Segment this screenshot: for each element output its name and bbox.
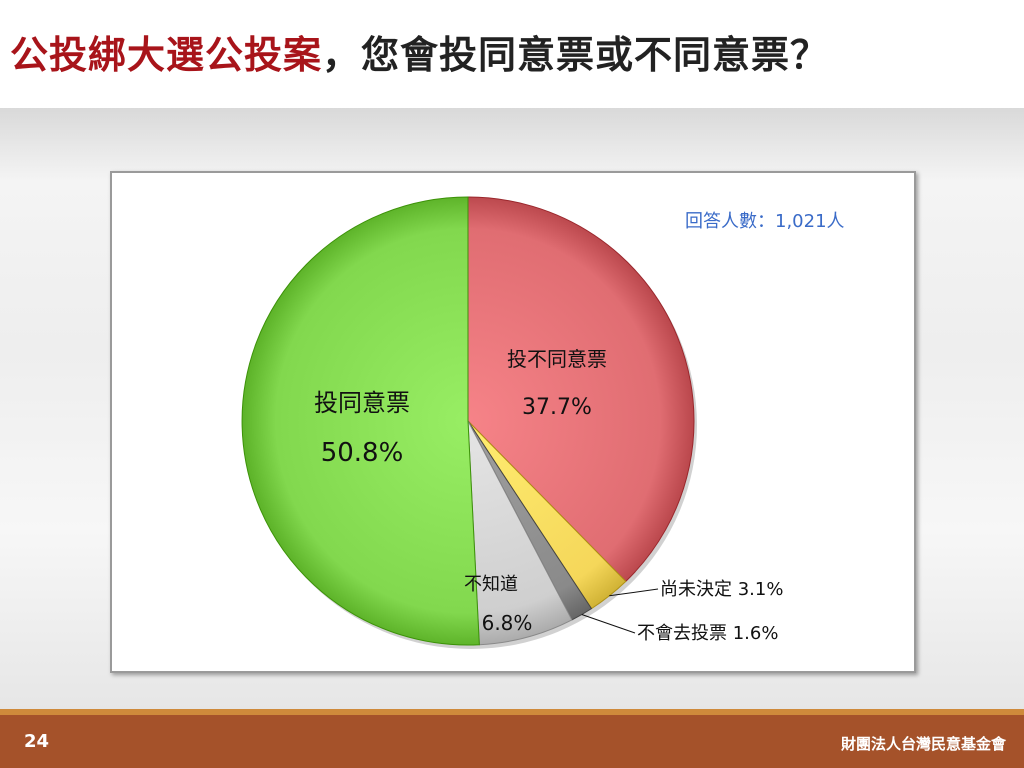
slice-name-1: 投不同意票 [507, 347, 607, 371]
respondent-count: 回答人數：1,021人 [685, 211, 845, 232]
pie-slice-1 [467, 196, 695, 583]
leader-line-3 [581, 614, 636, 634]
slice-label-3: 不會去投票 1.6% [637, 623, 778, 644]
slice-name-4: 不知道 [464, 574, 518, 595]
slice-value-4: 6.8% [482, 611, 533, 635]
title-highlight: 公投綁大選公投案 [10, 33, 323, 77]
footer-bar [0, 715, 1024, 768]
organization-name: 財團法人台灣民意基金會 [840, 735, 1006, 753]
pie-slice-5 [241, 196, 480, 646]
slice-label-2: 尚未決定 3.1% [660, 579, 783, 600]
title-question: ，您會投同意票或不同意票？ [322, 33, 830, 77]
slice-value-5: 50.8% [321, 438, 404, 468]
page-number: 24 [24, 731, 50, 752]
slide-title: 公投綁大選公投案，您會投同意票或不同意票？ [10, 24, 829, 79]
slice-name-5: 投同意票 [314, 389, 410, 417]
pie-chart: 投不同意票 37.7% 尚未決定 3.1% 不會去投票 1.6% 不知道 6.8% 投同意票… [241, 196, 783, 649]
title-bar: 公投綁大選公投案，您會投同意票或不同意票？ [0, 0, 1024, 108]
footer-accent-line [0, 709, 1024, 715]
slice-value-1: 37.7% [522, 395, 592, 420]
pie-chart-panel: 投不同意票 37.7% 尚未決定 3.1% 不會去投票 1.6% 不知道 6.8% 投同意票… [110, 171, 916, 673]
leader-line-2 [609, 588, 659, 597]
